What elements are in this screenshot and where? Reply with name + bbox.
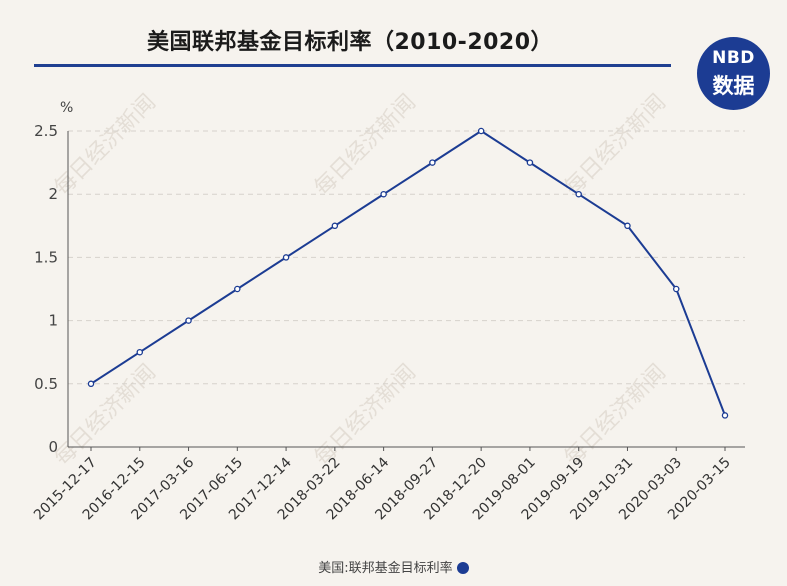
legend-label: 美国:联邦基金目标利率 [318, 561, 453, 576]
logo-text-nbd: NBD [712, 48, 755, 68]
y-tick-label: 0.5 [34, 375, 58, 393]
y-tick-label: 2.5 [34, 122, 58, 140]
data-point [575, 190, 582, 198]
watermark-text: 每日经济新闻 [50, 360, 161, 471]
data-point [721, 412, 729, 419]
data-point [380, 190, 387, 198]
data-point [331, 222, 339, 230]
y-axis-unit: % [60, 100, 73, 116]
data-point [526, 159, 534, 166]
data-point [185, 317, 192, 324]
series-layer [87, 127, 729, 419]
watermark-text: 每日经济新闻 [310, 90, 421, 201]
chart-title: 美国联邦基金目标利率（2010-2020） [146, 30, 554, 55]
logo-text-data: 数据 [712, 74, 755, 98]
y-tick-label: 1.5 [34, 248, 58, 266]
watermark-text: 每日经济新闻 [310, 360, 421, 471]
title-underline [34, 64, 671, 67]
grid-lines [68, 130, 745, 385]
nbd-logo: NBD 数据 [697, 37, 770, 110]
y-tick-label: 2 [48, 185, 58, 203]
data-point [624, 222, 631, 230]
y-tick-label: 1 [48, 312, 58, 330]
data-point [477, 127, 485, 135]
y-tick-labels: 0 0.5 1 1.5 2 2.5 [34, 122, 58, 456]
legend: 美国:联邦基金目标利率 [0, 557, 787, 576]
x-tick-labels: 2015-12-172016-12-152017-03-162017-06-15… [31, 454, 734, 523]
data-point [136, 348, 144, 356]
data-point [234, 285, 241, 293]
axes [67, 131, 745, 451]
series-line [90, 129, 726, 416]
y-tick-label: 0 [48, 438, 58, 456]
data-point [87, 380, 95, 388]
legend-marker [456, 562, 469, 574]
watermark-text: 每日经济新闻 [560, 90, 671, 201]
data-point [672, 285, 680, 293]
watermark-text: 每日经济新闻 [560, 360, 671, 471]
data-point [282, 254, 290, 261]
data-point [429, 159, 436, 166]
